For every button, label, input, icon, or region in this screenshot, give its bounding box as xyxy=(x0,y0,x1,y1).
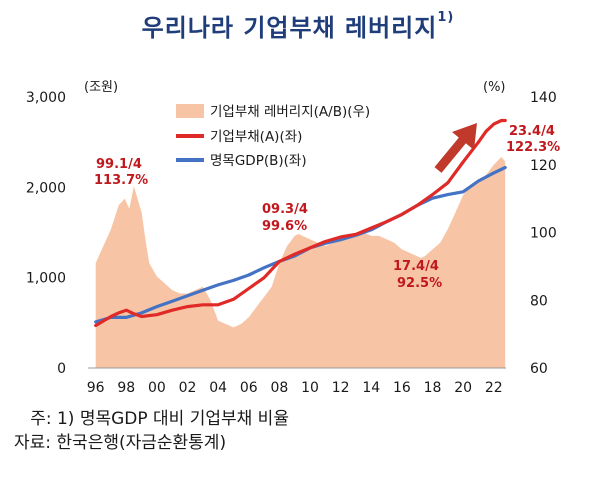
x-axis-tick: 16 xyxy=(393,380,411,396)
annotation-23-label: 23.4/4 xyxy=(509,124,555,139)
x-axis-tick: 10 xyxy=(301,380,319,396)
x-axis-tick: 22 xyxy=(485,380,503,396)
left-axis-tick: 2,000 xyxy=(26,180,66,196)
annotation-17-label: 17.4/4 xyxy=(393,259,439,274)
x-axis-tick: 02 xyxy=(179,380,197,396)
trend-up-arrow-icon xyxy=(434,123,477,173)
right-axis-tick: 80 xyxy=(530,293,548,309)
footnote-definition: 주: 1) 명목GDP 대비 기업부채 비율 xyxy=(14,409,289,429)
annotation-17-value: 92.5% xyxy=(397,276,442,291)
annotations: 99.1/4 113.7% 09.3/4 99.6% 17.4/4 92.5% … xyxy=(94,123,560,291)
legend: 기업부채 레버리지(A/B)(우) 기업부채(A)(좌) 명목GDP(B)(좌) xyxy=(176,104,370,169)
x-axis-tick: 04 xyxy=(209,380,227,396)
x-axis-tick: 98 xyxy=(117,380,135,396)
footnote-source: 자료: 한국은행(자금순환통계) xyxy=(14,433,227,453)
right-axis-unit: (%) xyxy=(483,80,506,95)
legend-label-corporate-debt: 기업부채(A)(좌) xyxy=(210,129,302,145)
left-axis-tick: 0 xyxy=(57,361,66,377)
legend-label-gdp: 명목GDP(B)(좌) xyxy=(210,153,307,169)
annotation-99-value: 113.7% xyxy=(94,173,148,188)
legend-label-leverage: 기업부채 레버리지(A/B)(우) xyxy=(210,104,370,120)
x-axis-tick: 14 xyxy=(362,380,380,396)
chart-title-text: 우리나라 기업부채 레버리지 xyxy=(141,14,438,42)
title-footnote-mark: 1) xyxy=(437,10,455,25)
line-layer xyxy=(94,118,507,328)
right-axis-tick: 100 xyxy=(530,226,557,242)
x-axis-tick: 20 xyxy=(454,380,472,396)
x-axis-tick: 06 xyxy=(240,380,258,396)
annotation-09-value: 99.6% xyxy=(262,219,307,234)
x-axis-tick: 08 xyxy=(270,380,288,396)
x-axis-tick: 18 xyxy=(424,380,442,396)
chart-title: 우리나라 기업부채 레버리지1) xyxy=(0,8,596,43)
series-line-corporate-debt xyxy=(94,118,507,328)
right-axis-tick: 60 xyxy=(530,361,548,377)
right-axis-tick: 120 xyxy=(530,158,557,174)
x-axis-tick: 96 xyxy=(87,380,105,396)
left-axis-unit: (조원) xyxy=(84,80,118,95)
x-axis-tick: 00 xyxy=(148,380,166,396)
axis-ticks: 0 1,000 2,000 3,000 60 80 100 120 140 96 98 00 02 04 0… xyxy=(26,90,557,396)
left-axis-tick: 1,000 xyxy=(26,271,66,287)
right-axis-tick: 140 xyxy=(530,90,557,106)
series-area-leverage xyxy=(95,157,506,368)
annotation-23-value: 122.3% xyxy=(506,140,560,155)
annotation-99-label: 99.1/4 xyxy=(96,157,142,172)
left-axis-tick: 3,000 xyxy=(26,90,66,106)
legend-swatch-leverage xyxy=(176,104,204,118)
annotation-09-label: 09.3/4 xyxy=(262,202,308,217)
area-layer xyxy=(95,157,506,368)
x-axis-tick: 12 xyxy=(332,380,350,396)
